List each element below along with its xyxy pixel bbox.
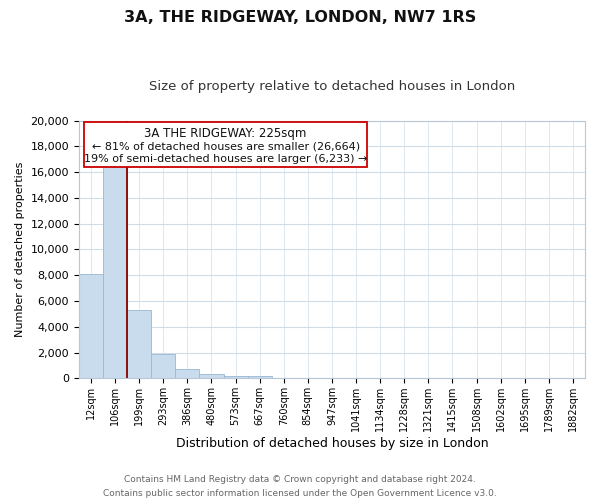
Bar xyxy=(199,374,224,378)
FancyBboxPatch shape xyxy=(84,122,367,167)
Title: Size of property relative to detached houses in London: Size of property relative to detached ho… xyxy=(149,80,515,93)
Text: 3A, THE RIDGEWAY, LONDON, NW7 1RS: 3A, THE RIDGEWAY, LONDON, NW7 1RS xyxy=(124,10,476,25)
Text: ← 81% of detached houses are smaller (26,664): ← 81% of detached houses are smaller (26… xyxy=(92,142,360,152)
Bar xyxy=(151,354,175,378)
Bar xyxy=(175,368,199,378)
Bar xyxy=(103,164,127,378)
X-axis label: Distribution of detached houses by size in London: Distribution of detached houses by size … xyxy=(176,437,488,450)
Text: 3A THE RIDGEWAY: 225sqm: 3A THE RIDGEWAY: 225sqm xyxy=(145,126,307,140)
Y-axis label: Number of detached properties: Number of detached properties xyxy=(15,162,25,337)
Bar xyxy=(127,310,151,378)
Bar xyxy=(224,376,248,378)
Bar xyxy=(79,274,103,378)
Text: 19% of semi-detached houses are larger (6,233) →: 19% of semi-detached houses are larger (… xyxy=(84,154,367,164)
Text: Contains HM Land Registry data © Crown copyright and database right 2024.
Contai: Contains HM Land Registry data © Crown c… xyxy=(103,476,497,498)
Bar xyxy=(248,376,272,378)
